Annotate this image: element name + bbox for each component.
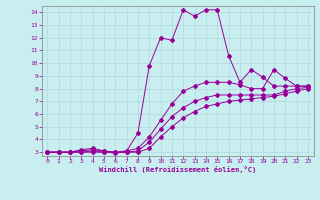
X-axis label: Windchill (Refroidissement éolien,°C): Windchill (Refroidissement éolien,°C) [99,166,256,173]
